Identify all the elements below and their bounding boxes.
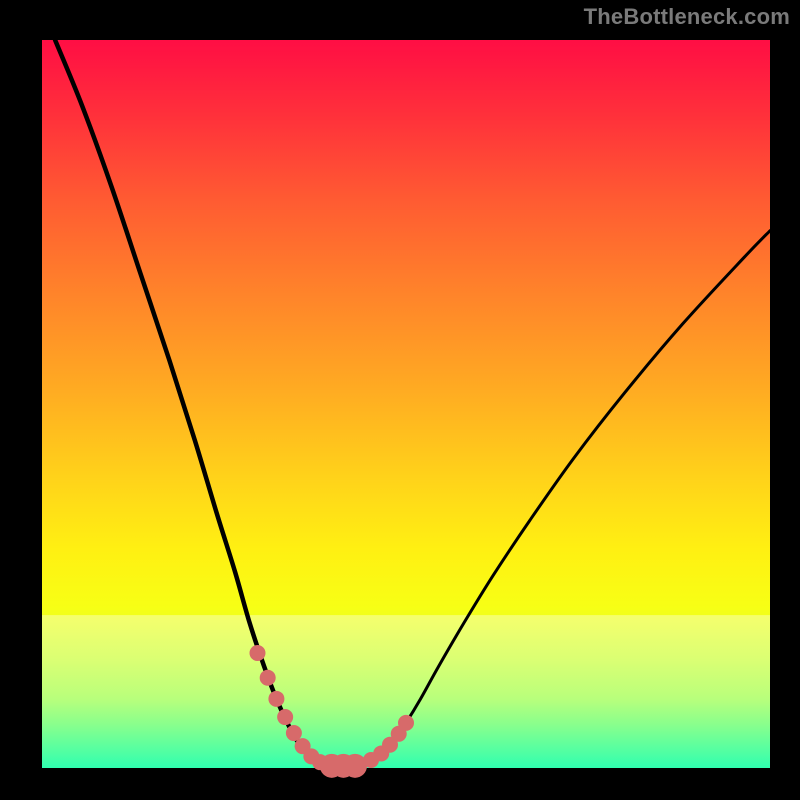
marker-dot (343, 754, 367, 778)
marker-dot (249, 645, 265, 661)
watermark-text: TheBottleneck.com (584, 4, 790, 30)
marker-dot (277, 709, 293, 725)
optimum-band (42, 615, 770, 768)
bottleneck-chart (0, 0, 800, 800)
marker-dot (286, 725, 302, 741)
marker-dot (398, 715, 414, 731)
marker-dot (268, 691, 284, 707)
marker-dot (260, 670, 276, 686)
